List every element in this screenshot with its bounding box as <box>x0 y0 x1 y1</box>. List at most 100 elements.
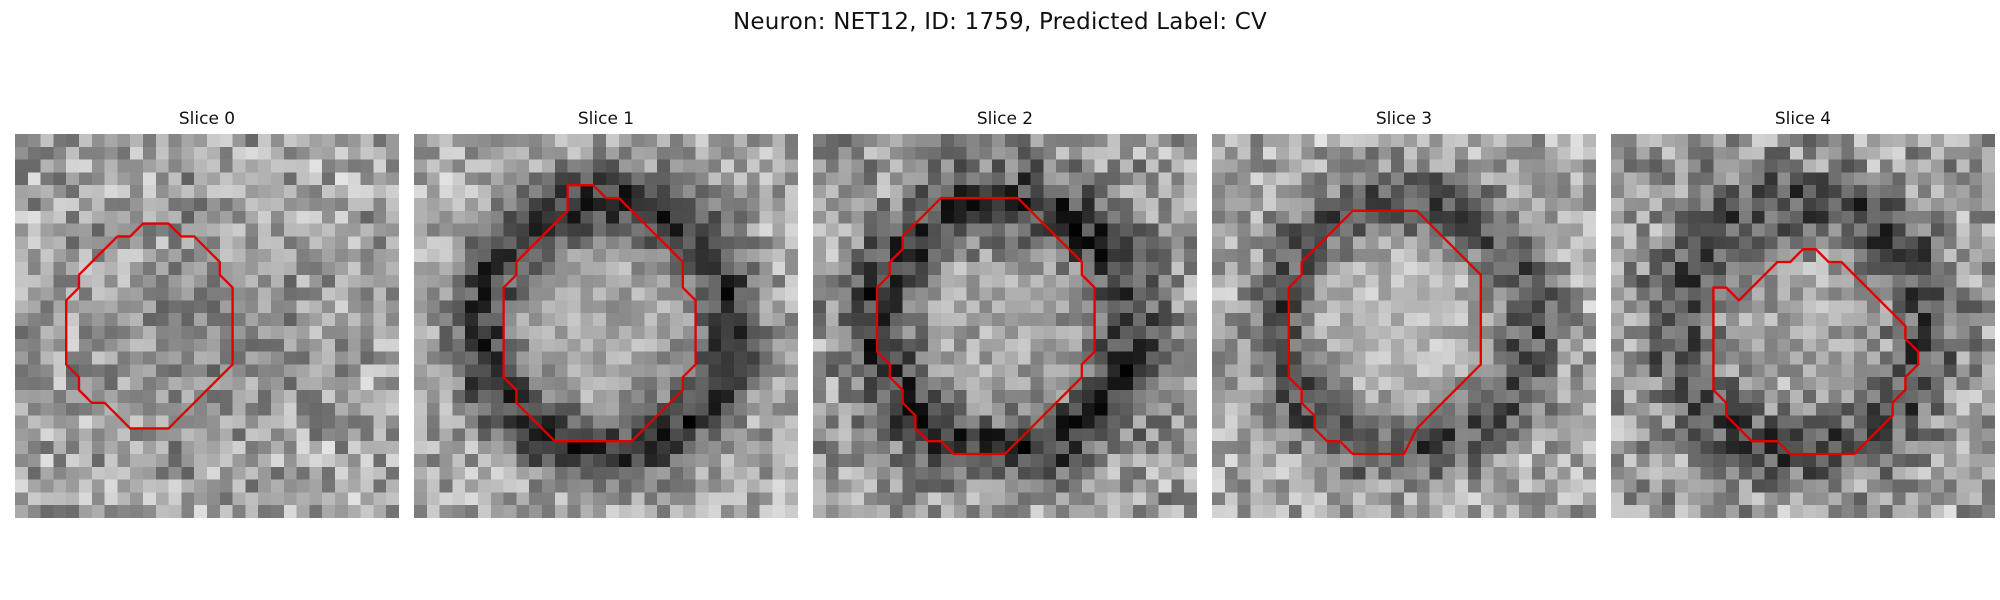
image-pixel <box>373 223 387 237</box>
image-pixel <box>27 198 41 212</box>
image-pixel <box>1892 351 1906 365</box>
image-pixel <box>130 390 144 404</box>
image-pixel <box>40 441 54 455</box>
image-pixel <box>1327 402 1341 416</box>
image-pixel <box>1145 223 1159 237</box>
slice-0-title: Slice 0 <box>178 109 236 129</box>
image-pixel <box>580 466 594 480</box>
image-pixel <box>902 415 916 429</box>
image-pixel <box>1352 300 1366 314</box>
image-pixel <box>53 377 67 391</box>
image-pixel <box>27 454 41 468</box>
image-pixel <box>1905 210 1919 224</box>
image-pixel <box>1314 198 1328 212</box>
image-pixel <box>1043 249 1057 263</box>
image-pixel <box>503 479 517 493</box>
image-pixel <box>40 428 54 442</box>
image-pixel <box>1687 505 1701 518</box>
image-pixel <box>979 146 993 160</box>
image-pixel <box>1867 198 1881 212</box>
image-pixel <box>1340 223 1354 237</box>
image-pixel <box>1455 274 1469 288</box>
image-pixel <box>1133 505 1147 518</box>
image-pixel <box>1107 479 1121 493</box>
image-pixel <box>1636 402 1650 416</box>
image-pixel <box>759 402 773 416</box>
image-pixel <box>1544 415 1558 429</box>
image-pixel <box>1956 415 1970 429</box>
image-pixel <box>181 351 195 365</box>
image-pixel <box>194 466 208 480</box>
image-pixel <box>1506 146 1520 160</box>
image-pixel <box>851 198 865 212</box>
image-pixel <box>979 415 993 429</box>
image-pixel <box>66 210 80 224</box>
image-pixel <box>1764 249 1778 263</box>
image-pixel <box>1158 300 1172 314</box>
image-pixel <box>606 249 620 263</box>
image-pixel <box>1081 185 1095 199</box>
image-pixel <box>1017 313 1031 327</box>
image-pixel <box>734 287 748 301</box>
image-pixel <box>117 390 131 404</box>
image-pixel <box>27 415 41 429</box>
image-pixel <box>1352 134 1366 148</box>
image-pixel <box>271 210 285 224</box>
image-pixel <box>1171 338 1185 352</box>
image-pixel <box>1943 249 1957 263</box>
image-pixel <box>1700 466 1714 480</box>
image-pixel <box>360 210 374 224</box>
image-pixel <box>1352 415 1366 429</box>
image-pixel <box>104 134 118 148</box>
image-pixel <box>606 492 620 506</box>
image-pixel <box>708 274 722 288</box>
image-pixel <box>734 377 748 391</box>
image-pixel <box>168 390 182 404</box>
image-pixel <box>309 326 323 340</box>
image-pixel <box>386 428 399 442</box>
image-pixel <box>1250 326 1264 340</box>
image-pixel <box>721 338 735 352</box>
image-pixel <box>1700 402 1714 416</box>
image-pixel <box>439 274 453 288</box>
image-pixel <box>360 505 374 518</box>
image-pixel <box>746 249 760 263</box>
image-pixel <box>580 454 594 468</box>
image-pixel <box>825 185 839 199</box>
image-pixel <box>772 351 786 365</box>
image-pixel <box>979 210 993 224</box>
image-pixel <box>1276 210 1290 224</box>
image-pixel <box>1212 287 1226 301</box>
image-pixel <box>1557 402 1571 416</box>
image-pixel <box>516 326 530 340</box>
image-pixel <box>1532 210 1546 224</box>
image-pixel <box>1212 505 1226 518</box>
image-pixel <box>877 364 891 378</box>
image-pixel <box>439 172 453 186</box>
image-pixel <box>1649 377 1663 391</box>
image-pixel <box>1764 236 1778 250</box>
image-pixel <box>335 326 349 340</box>
image-pixel <box>721 262 735 276</box>
image-pixel <box>40 479 54 493</box>
image-pixel <box>516 300 530 314</box>
image-pixel <box>631 402 645 416</box>
image-pixel <box>1404 505 1418 518</box>
image-pixel <box>1828 300 1842 314</box>
image-pixel <box>1931 428 1945 442</box>
image-pixel <box>1094 236 1108 250</box>
image-pixel <box>1803 146 1817 160</box>
image-pixel <box>1017 364 1031 378</box>
image-pixel <box>1623 415 1637 429</box>
image-pixel <box>1429 300 1443 314</box>
image-pixel <box>168 364 182 378</box>
image-pixel <box>542 198 556 212</box>
image-pixel <box>864 287 878 301</box>
image-pixel <box>1158 262 1172 276</box>
image-pixel <box>1867 313 1881 327</box>
image-pixel <box>554 402 568 416</box>
image-pixel <box>529 287 543 301</box>
image-pixel <box>670 338 684 352</box>
image-pixel <box>1145 134 1159 148</box>
image-pixel <box>838 441 852 455</box>
